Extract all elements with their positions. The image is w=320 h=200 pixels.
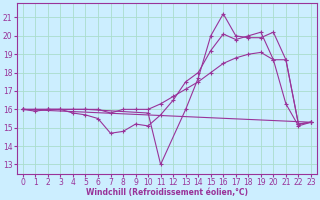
X-axis label: Windchill (Refroidissement éolien,°C): Windchill (Refroidissement éolien,°C) [86,188,248,197]
